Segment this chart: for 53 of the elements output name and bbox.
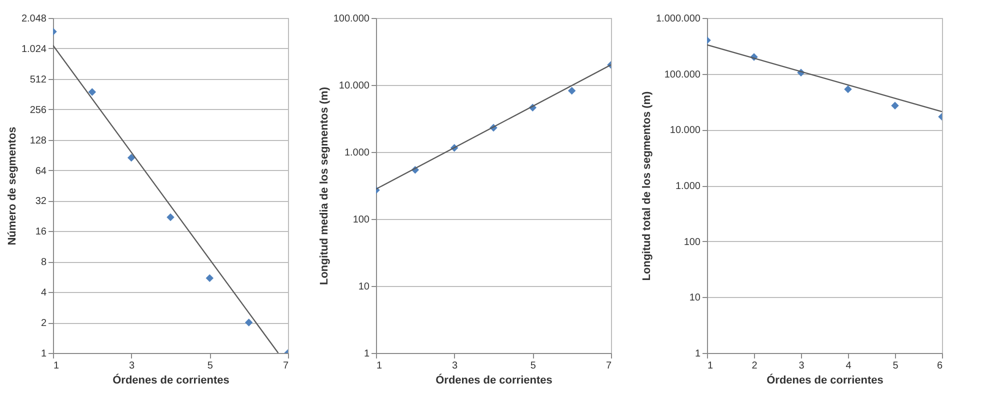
x-tick-label: 1 [376, 360, 382, 372]
x-axis-title: Órdenes de corrientes [436, 374, 552, 386]
y-tick-label: 4 [40, 288, 47, 299]
point [844, 85, 852, 94]
y-tick-label: 64 [35, 166, 47, 177]
x-tick-label: 3 [452, 360, 458, 372]
x-tick-label: 5 [530, 360, 536, 372]
x-tick-label: 5 [207, 360, 214, 372]
x-tick-label: 1 [708, 360, 714, 372]
point [206, 274, 214, 282]
x-tick-label: 1 [54, 360, 60, 372]
x-tick-label: 7 [606, 360, 612, 372]
y-tick-label: 32 [35, 196, 47, 208]
y-tick-label: 10.000 [338, 80, 370, 92]
x-tick-label: 3 [129, 360, 136, 372]
y-tick-label: 1.000.000 [656, 14, 701, 24]
y-tick-label: 2 [40, 318, 47, 330]
y-tick-label: 10 [358, 282, 370, 292]
y-tick-label: 10.000 [670, 125, 701, 136]
point [166, 213, 174, 222]
point [891, 102, 899, 110]
x-tick-label: 3 [798, 360, 805, 372]
y-tick-label: 100.000 [664, 69, 701, 80]
y-tick-label: 100 [684, 236, 701, 248]
y-tick-label: 1 [40, 348, 47, 360]
y-tick-label: 256 [30, 104, 47, 116]
point [127, 154, 136, 162]
point [568, 86, 576, 95]
point [88, 88, 96, 96]
x-tick-label: 6 [936, 360, 943, 372]
y-tick-label: 128 [30, 135, 47, 146]
y-tick-label: 1 [364, 348, 370, 360]
y-tick-label: 8 [40, 257, 47, 268]
x-tick-label: 5 [892, 360, 899, 372]
y-tick-label: 100.000 [333, 14, 370, 24]
x-tick-label: 2 [752, 360, 758, 372]
y-tick-label: 1.000 [344, 148, 370, 158]
y-tick-label: 1.024 [21, 44, 47, 55]
point [244, 318, 253, 326]
y-axis-title: Número de segmentos [6, 126, 18, 246]
y-tick-label: 512 [30, 74, 47, 86]
y-tick-label: 2.048 [21, 14, 47, 24]
y-tick-label: 100 [352, 214, 370, 226]
y-tick-label: 1.000 [675, 181, 701, 192]
x-axis-title: Órdenes de corrientes [766, 374, 884, 386]
y-tick-label: 10 [689, 292, 701, 304]
y-tick-label: 16 [35, 226, 47, 238]
x-axis-title: Órdenes de corrientes [112, 374, 230, 386]
y-tick-label: 1 [694, 348, 701, 360]
y-axis-title: Longitud total de los segmentos (m) [641, 90, 654, 281]
x-tick-label: 7 [282, 360, 289, 372]
x-tick-label: 4 [846, 360, 852, 372]
y-axis-title: Longitud media de los segmentos (m) [318, 86, 330, 286]
